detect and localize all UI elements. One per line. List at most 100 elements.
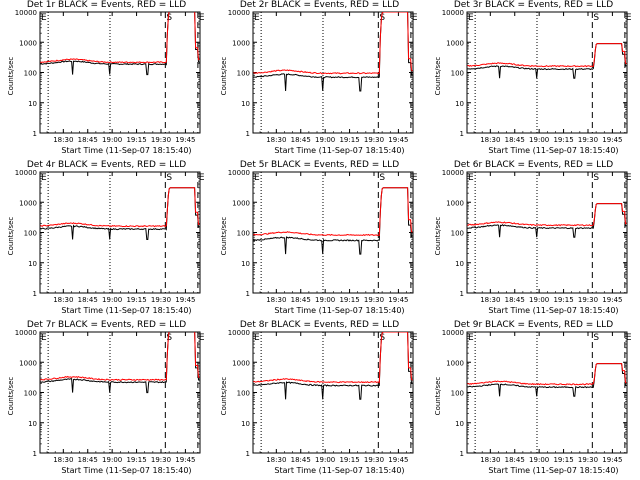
x-tick-label: 18:45 bbox=[78, 136, 98, 144]
y-tick-label: 1 bbox=[460, 450, 464, 458]
marker-label: E bbox=[199, 173, 205, 183]
y-tick-label: 100 bbox=[237, 390, 250, 398]
lld-series-line bbox=[40, 332, 200, 381]
plot-frame bbox=[466, 171, 628, 294]
marker-label: E bbox=[41, 13, 47, 23]
detector-panel: Det 4r BLACK = Events, RED = LLD Start Ti… bbox=[0, 160, 213, 320]
marker-label: E bbox=[199, 13, 205, 23]
marker-label: E bbox=[199, 333, 205, 343]
events-series-line bbox=[253, 12, 413, 92]
plot-frame bbox=[466, 11, 628, 134]
x-tick-label: 19:15 bbox=[126, 136, 146, 144]
y-tick-label: 10000 bbox=[15, 169, 37, 177]
y-tick-label: 10000 bbox=[442, 329, 464, 337]
events-series-line bbox=[40, 332, 200, 394]
x-tick-label: 19:00 bbox=[102, 136, 122, 144]
y-tick-label: 1 bbox=[246, 450, 250, 458]
plot-svg: 1 10 100 1000 10000 18:30 18:45 19:00 19:15 19:30… bbox=[442, 9, 632, 144]
plot-frame bbox=[252, 11, 414, 134]
x-tick-label: 18:45 bbox=[291, 456, 311, 464]
series-group bbox=[40, 12, 200, 76]
y-tick-label: 1 bbox=[33, 450, 37, 458]
marker-label: E bbox=[468, 333, 474, 343]
x-tick-label: 19:15 bbox=[339, 136, 359, 144]
detector-panel: Det 7r BLACK = Events, RED = LLD Start Ti… bbox=[0, 320, 213, 480]
y-tick-label: 1000 bbox=[446, 39, 464, 47]
x-tick-label: 19:15 bbox=[339, 456, 359, 464]
y-tick-label: 100 bbox=[451, 70, 464, 78]
marker-label: S bbox=[166, 13, 172, 23]
marker-label: S bbox=[379, 13, 385, 23]
lld-series-line bbox=[253, 187, 413, 237]
y-tick-label: 10000 bbox=[442, 9, 464, 17]
panel-title: Det 3r BLACK = Events, RED = LLD bbox=[453, 0, 614, 10]
panel-title: Det 9r BLACK = Events, RED = LLD bbox=[453, 320, 614, 330]
y-tick-label: 10 bbox=[455, 420, 464, 428]
marker-label: E bbox=[41, 333, 47, 343]
y-tick-label: 1 bbox=[460, 130, 464, 138]
x-tick-label: 19:15 bbox=[126, 296, 146, 304]
detector-panel: Det 5r BLACK = Events, RED = LLD Start Ti… bbox=[213, 160, 426, 320]
detector-panel: Det 3r BLACK = Events, RED = LLD Start Ti… bbox=[427, 0, 640, 160]
x-tick-label: 19:15 bbox=[553, 136, 573, 144]
x-axis-label: Start Time (11-Sep-07 18:15:40) bbox=[488, 306, 619, 315]
x-tick-label: 18:45 bbox=[291, 296, 311, 304]
x-tick-label: 19:45 bbox=[388, 136, 408, 144]
detector-panel: Det 8r BLACK = Events, RED = LLD Start Ti… bbox=[213, 320, 426, 480]
x-tick-label: 19:45 bbox=[175, 456, 195, 464]
y-tick-label: 100 bbox=[451, 390, 464, 398]
plot-svg: 1 10 100 1000 10000 18:30 18:45 19:00 19:15 19:30… bbox=[442, 169, 632, 304]
x-tick-label: 19:30 bbox=[151, 136, 171, 144]
x-tick-label: 19:30 bbox=[578, 136, 598, 144]
marker-label: E bbox=[468, 13, 474, 23]
marker-label: S bbox=[166, 333, 172, 343]
x-axis-label: Start Time (11-Sep-07 18:15:40) bbox=[61, 146, 192, 155]
y-tick-label: 10 bbox=[28, 260, 37, 268]
x-tick-label: 18:45 bbox=[291, 136, 311, 144]
marker-label: S bbox=[379, 173, 385, 183]
marker-label: E bbox=[626, 173, 632, 183]
x-tick-label: 18:45 bbox=[505, 136, 525, 144]
series-group bbox=[467, 203, 627, 238]
y-tick-label: 10 bbox=[28, 420, 37, 428]
x-tick-label: 18:45 bbox=[505, 456, 525, 464]
plot-svg: 1 10 100 1000 10000 18:30 18:45 19:00 19:15 19:30… bbox=[442, 329, 632, 464]
lld-series-line bbox=[467, 43, 627, 68]
marker-label: E bbox=[254, 13, 260, 23]
x-tick-label: 19:30 bbox=[151, 296, 171, 304]
x-tick-label: 19:45 bbox=[602, 296, 622, 304]
plot-svg: 1 10 100 1000 10000 18:30 18:45 19:00 19:15 19:30… bbox=[15, 169, 205, 304]
x-tick-label: 18:45 bbox=[78, 456, 98, 464]
x-tick-label: 19:45 bbox=[602, 136, 622, 144]
y-tick-label: 100 bbox=[451, 230, 464, 238]
plot-svg: 1 10 100 1000 10000 18:30 18:45 19:00 19:15 19:30… bbox=[228, 329, 418, 464]
y-tick-label: 1 bbox=[460, 290, 464, 298]
panel-title: Det 2r BLACK = Events, RED = LLD bbox=[239, 0, 400, 10]
y-tick-label: 1000 bbox=[19, 199, 37, 207]
y-tick-label: 10 bbox=[241, 260, 250, 268]
marker-label: S bbox=[593, 333, 599, 343]
series-group bbox=[40, 187, 200, 240]
x-tick-label: 18:30 bbox=[266, 136, 286, 144]
y-tick-label: 10 bbox=[241, 100, 250, 108]
y-tick-label: 1 bbox=[33, 290, 37, 298]
marker-label: E bbox=[412, 13, 418, 23]
x-tick-label: 19:30 bbox=[151, 456, 171, 464]
y-tick-label: 100 bbox=[237, 70, 250, 78]
y-tick-label: 1000 bbox=[19, 39, 37, 47]
x-axis-label: Start Time (11-Sep-07 18:15:40) bbox=[61, 306, 192, 315]
x-axis-label: Start Time (11-Sep-07 18:15:40) bbox=[488, 466, 619, 475]
plot-svg: 1 10 100 1000 10000 18:30 18:45 19:00 19:15 19:30… bbox=[228, 169, 418, 304]
x-tick-label: 19:00 bbox=[529, 456, 549, 464]
marker-label: S bbox=[593, 173, 599, 183]
x-tick-label: 19:00 bbox=[102, 456, 122, 464]
lld-series-line bbox=[467, 203, 627, 227]
x-tick-label: 19:00 bbox=[529, 136, 549, 144]
marker-label: E bbox=[626, 13, 632, 23]
x-tick-label: 18:30 bbox=[480, 136, 500, 144]
panel-title: Det 4r BLACK = Events, RED = LLD bbox=[26, 160, 187, 170]
series-group bbox=[253, 332, 413, 400]
plot-svg: 1 10 100 1000 10000 18:30 18:45 19:00 19:15 19:30… bbox=[228, 9, 418, 144]
x-tick-label: 19:30 bbox=[364, 456, 384, 464]
y-tick-label: 1000 bbox=[232, 199, 250, 207]
